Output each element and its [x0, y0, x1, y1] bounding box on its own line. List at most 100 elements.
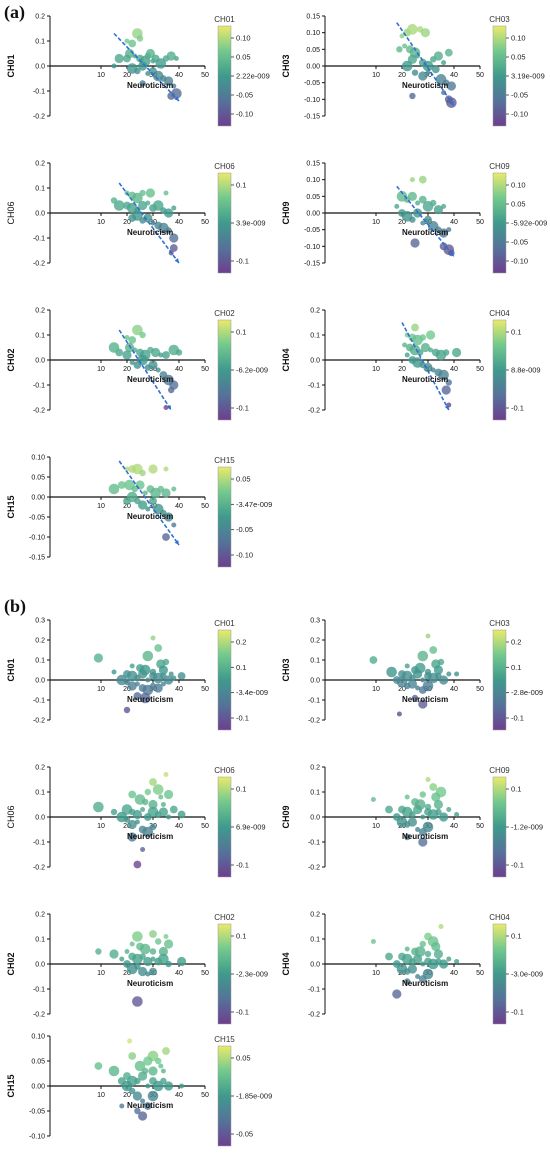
colorbar	[217, 629, 232, 731]
data-point	[404, 978, 411, 985]
data-point	[438, 369, 449, 381]
scatter-svg: 0.20.10.0-0.1-0.21020304050CH04Neurotici…	[281, 308, 541, 421]
data-point	[446, 81, 456, 91]
data-point	[409, 177, 415, 183]
x-axis-label: Neuroticism	[127, 695, 173, 704]
data-point	[153, 683, 163, 693]
colorbar-tick-label: -0.1	[511, 861, 524, 870]
data-point	[425, 633, 431, 639]
data-point	[422, 821, 434, 833]
data-point	[142, 826, 154, 838]
data-point	[139, 692, 151, 704]
scatter-svg: 0.20.10.0-0.1-0.21020304050CH02Neurotici…	[6, 912, 268, 1025]
x-tick-label: 40	[175, 72, 183, 79]
plot-b-ch02: 0.20.10.0-0.1-0.21020304050CH02Neurotici…	[0, 906, 275, 1046]
x-tick-label: 10	[372, 970, 380, 977]
data-point	[140, 847, 146, 852]
data-point	[108, 342, 120, 353]
x-tick-label: 40	[450, 366, 458, 373]
colorbar-tick-label: -0.1	[511, 1008, 524, 1017]
scatter-svg: 0.20.10.0-0.1-0.21020304050CH06Neurotici…	[6, 765, 266, 878]
colorbar-tick-label: 0.2	[236, 638, 246, 647]
scatter-svg: 0.30.20.10.0-0.1-0.21020304050CH03Neurot…	[281, 618, 543, 731]
colorbar-tick-label: 3.19e-009	[511, 72, 545, 81]
data-point	[415, 685, 421, 691]
colorbar-title: CH02	[214, 309, 235, 318]
data-point	[433, 51, 443, 61]
data-point	[119, 1103, 125, 1109]
colorbar-tick-label: 8.8e-009	[511, 366, 541, 375]
data-point	[128, 39, 137, 48]
colorbar-tick-label: 0.1	[236, 785, 246, 794]
data-point	[370, 939, 376, 944]
data-point	[179, 1083, 185, 1089]
data-point	[129, 360, 135, 365]
data-point	[168, 671, 174, 677]
data-point	[418, 699, 428, 709]
data-point	[149, 823, 157, 831]
data-point	[175, 349, 183, 356]
data-point	[160, 1068, 166, 1074]
data-point	[134, 963, 141, 970]
data-point	[132, 192, 143, 204]
y-tick-label: 0.2	[35, 638, 45, 645]
data-point	[171, 205, 177, 211]
y-tick-label: 0.1	[35, 333, 45, 340]
plot-b-ch09: 0.20.10.0-0.1-0.21020304050CH09Neurotici…	[275, 759, 550, 899]
y-tick-label: -0.05	[29, 1109, 45, 1116]
x-tick-label: 40	[175, 219, 183, 226]
data-point	[439, 959, 449, 969]
data-point	[155, 367, 161, 373]
y-axis-label: CH03	[281, 54, 291, 77]
data-point	[454, 959, 460, 964]
x-tick-label: 20	[123, 72, 131, 79]
y-tick-label: -0.1	[308, 383, 320, 390]
data-point	[162, 1047, 170, 1055]
data-point	[163, 466, 169, 472]
data-point	[414, 946, 426, 957]
data-point	[413, 954, 423, 964]
data-point	[404, 352, 410, 358]
data-point	[132, 1091, 142, 1101]
data-point	[166, 51, 176, 61]
y-tick-label: -0.2	[33, 261, 45, 268]
data-point	[134, 1107, 141, 1115]
y-axis-label: CH04	[281, 348, 291, 371]
data-point	[142, 490, 148, 496]
y-tick-label: 0.05	[31, 1059, 45, 1066]
data-point	[441, 203, 447, 209]
x-tick-label: 40	[450, 72, 458, 79]
data-point	[138, 966, 148, 977]
y-axis-label: CH03	[281, 658, 291, 681]
data-point	[433, 205, 443, 215]
colorbar-tick-label: -0.10	[236, 551, 253, 560]
y-tick-label: -0.2	[308, 718, 320, 725]
data-point	[145, 677, 151, 683]
data-point	[164, 789, 174, 800]
data-point	[149, 948, 157, 955]
y-axis-label: CH02	[6, 348, 16, 371]
data-point	[425, 777, 431, 782]
colorbar-tick-label: -5.92e-009	[511, 219, 547, 228]
data-point	[143, 213, 153, 223]
data-point	[122, 350, 132, 360]
data-point	[169, 805, 178, 814]
y-tick-label: 0.0	[35, 678, 45, 685]
data-point	[139, 189, 146, 197]
x-tick-label: 20	[398, 686, 406, 693]
y-tick-label: -0.2	[33, 114, 45, 121]
colorbar	[217, 319, 232, 421]
data-point	[396, 46, 403, 53]
data-point	[446, 227, 452, 233]
x-tick-label: 50	[201, 219, 209, 226]
data-point	[404, 663, 410, 669]
data-point	[133, 860, 142, 869]
colorbar-tick-label: -1.85e-009	[236, 1092, 272, 1101]
trend-line	[396, 22, 455, 107]
data-point	[123, 706, 131, 714]
x-tick-label: 10	[372, 219, 380, 226]
x-tick-label: 10	[97, 219, 105, 226]
data-point	[148, 464, 158, 474]
colorbar-tick-label: -0.1	[236, 714, 249, 723]
colorbar-tick-label: -0.05	[236, 525, 253, 534]
